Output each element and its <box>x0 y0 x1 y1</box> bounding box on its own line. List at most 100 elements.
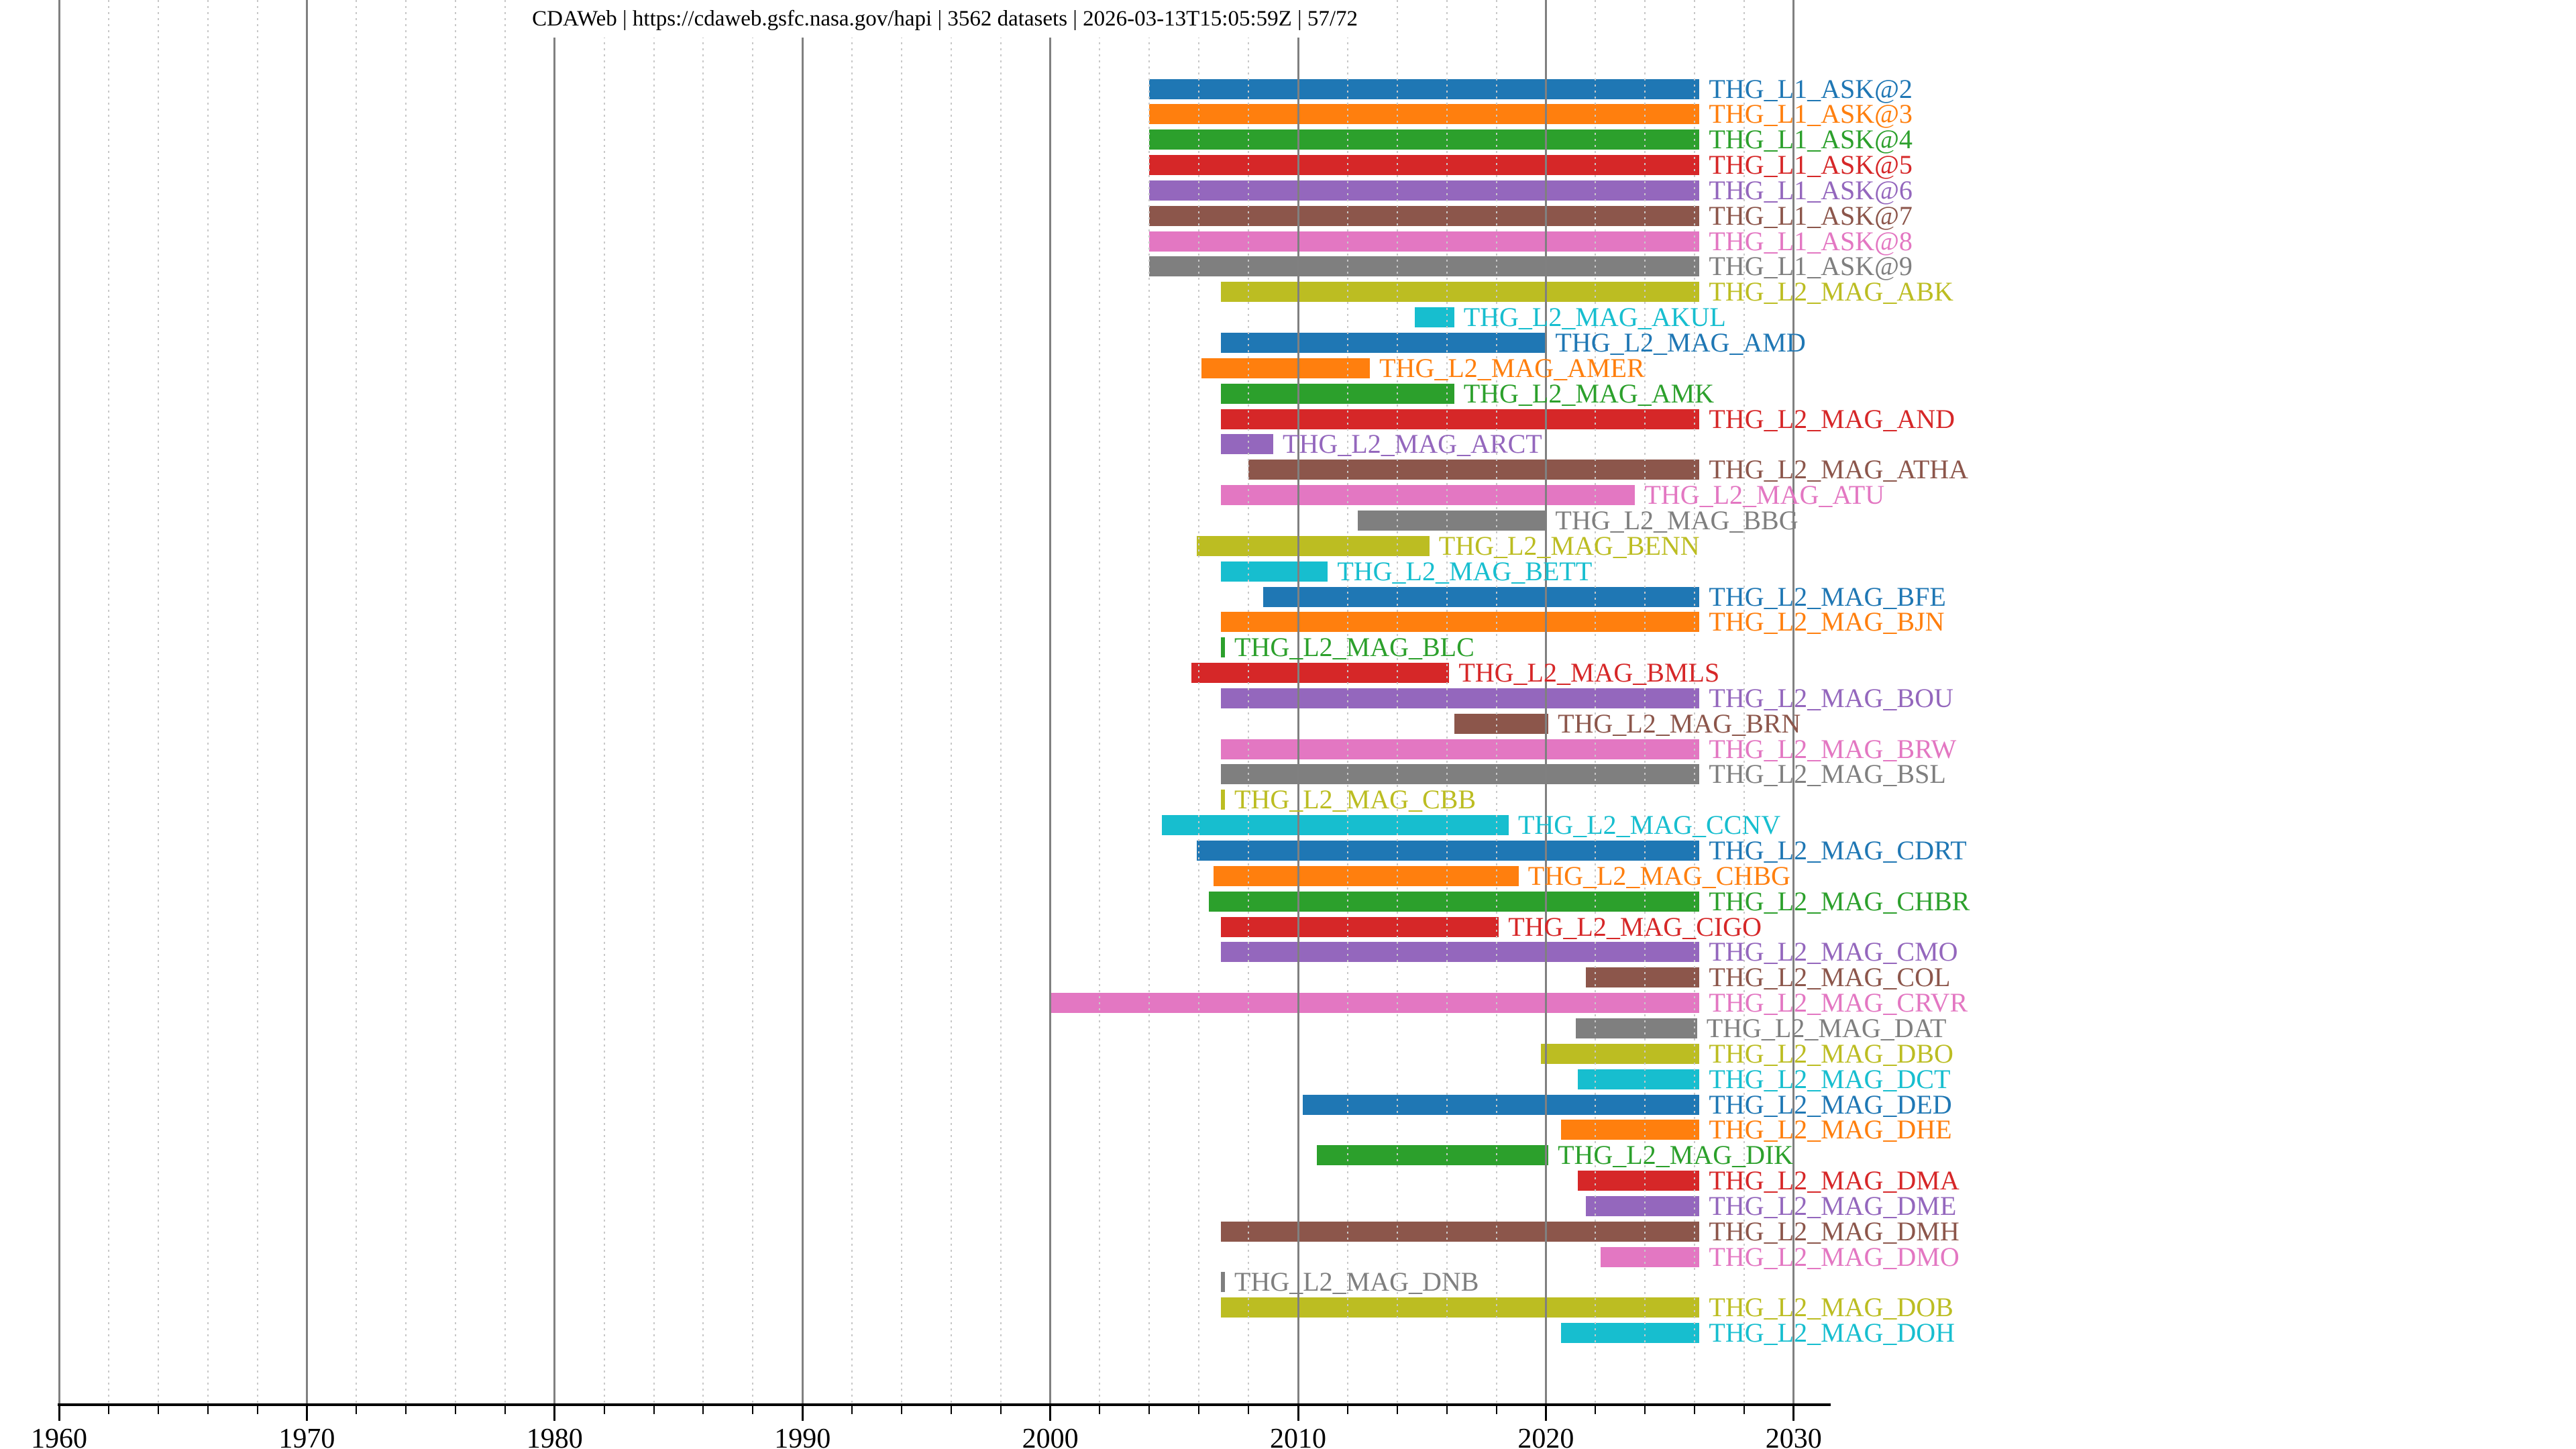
dataset-label: THG_L2_MAG_AND <box>1709 403 1955 434</box>
dataset-label: THG_L1_ASK@4 <box>1709 124 1913 155</box>
dataset-label: THG_L2_MAG_DME <box>1709 1190 1957 1221</box>
x-axis-minor-tick <box>950 1405 952 1414</box>
dataset-label: THG_L2_MAG_ABK <box>1709 276 1953 307</box>
coverage-bar <box>1585 1195 1700 1216</box>
x-axis-minor-tick <box>1495 1405 1497 1414</box>
x-axis-minor-tick <box>1099 1405 1101 1414</box>
minor-gridline <box>455 0 457 1403</box>
x-axis-minor-tick <box>1248 1405 1250 1414</box>
x-axis-minor-tick <box>207 1405 209 1414</box>
coverage-bar <box>1221 637 1226 658</box>
x-axis-minor-tick <box>1000 1405 1002 1414</box>
minor-gridline <box>1694 0 1696 1403</box>
minor-gridline <box>1446 0 1448 1403</box>
chart-title-box: CDAWeb | https://cdaweb.gsfc.nasa.gov/ha… <box>515 0 1376 38</box>
dataset-label: THG_L2_MAG_COL <box>1709 962 1951 993</box>
dataset-label: THG_L2_MAG_CIGO <box>1508 911 1762 942</box>
coverage-bar <box>1221 916 1499 937</box>
dataset-label: THG_L2_MAG_BFE <box>1709 581 1946 612</box>
coverage-bar <box>1221 409 1700 429</box>
x-axis-minor-tick <box>900 1405 902 1414</box>
coverage-bar <box>1149 129 1700 150</box>
minor-gridline <box>1346 0 1348 1403</box>
coverage-bar <box>1600 1246 1700 1267</box>
dataset-label: THG_L2_MAG_BOU <box>1709 682 1953 713</box>
dataset-label: THG_L2_MAG_DAT <box>1706 1012 1947 1043</box>
x-axis-minor-tick <box>1148 1405 1150 1414</box>
x-axis-major-tick <box>305 1405 308 1421</box>
dataset-label: THG_L2_MAG_DNB <box>1234 1267 1479 1297</box>
coverage-bar <box>1196 535 1430 556</box>
dataset-label: THG_L2_MAG_AMER <box>1379 352 1645 383</box>
dataset-label: THG_L2_MAG_CMO <box>1709 936 1958 967</box>
dataset-label: THG_L2_MAG_DMH <box>1709 1216 1960 1246</box>
dataset-label: THG_L1_ASK@7 <box>1709 200 1913 231</box>
minor-gridline <box>950 0 952 1403</box>
dataset-label: THG_L2_MAG_ATHA <box>1709 454 1969 485</box>
coverage-bar <box>1221 1221 1700 1242</box>
coverage-bar <box>1221 1297 1700 1318</box>
x-axis-minor-tick <box>356 1405 358 1414</box>
dataset-label: THG_L2_MAG_CBB <box>1234 784 1477 815</box>
coverage-bar <box>1221 612 1700 633</box>
minor-gridline <box>603 0 605 1403</box>
minor-gridline <box>702 0 704 1403</box>
coverage-bar <box>1221 739 1700 759</box>
x-axis-minor-tick <box>405 1405 407 1414</box>
dataset-label: THG_L2_MAG_DOH <box>1709 1318 1955 1348</box>
x-axis-tick-label: 2010 <box>1270 1424 1326 1449</box>
dataset-label: THG_L2_MAG_CDRT <box>1709 835 1967 865</box>
x-axis-minor-tick <box>1743 1405 1745 1414</box>
coverage-bar <box>1149 78 1700 99</box>
coverage-bar <box>1263 586 1700 607</box>
major-gridline <box>1049 0 1052 1403</box>
dataset-label: THG_L2_MAG_BJN <box>1709 606 1945 637</box>
coverage-bar <box>1201 358 1371 378</box>
x-axis-tick-label: 1970 <box>278 1424 335 1449</box>
coverage-bar <box>1221 688 1700 708</box>
dataset-label: THG_L2_MAG_BBG <box>1555 504 1799 535</box>
coverage-bar <box>1050 993 1700 1014</box>
dataset-label: THG_L2_MAG_DMA <box>1709 1165 1960 1196</box>
x-axis-minor-tick <box>1644 1405 1646 1414</box>
coverage-bar <box>1149 180 1700 201</box>
coverage-bar <box>1149 104 1700 125</box>
minor-gridline <box>157 0 159 1403</box>
x-axis-major-tick <box>801 1405 804 1421</box>
dataset-label: THG_L2_MAG_BLC <box>1234 632 1474 663</box>
x-axis-tick-label: 1980 <box>526 1424 583 1449</box>
dataset-label: THG_L2_MAG_BSL <box>1709 759 1946 790</box>
x-axis-major-tick <box>1544 1405 1547 1421</box>
coverage-bar <box>1149 155 1700 176</box>
x-axis-minor-tick <box>851 1405 853 1414</box>
dataset-label: THG_L2_MAG_CCNV <box>1517 810 1781 841</box>
x-axis-minor-tick <box>1446 1405 1448 1414</box>
x-axis-minor-tick <box>504 1405 506 1414</box>
minor-gridline <box>1099 0 1101 1403</box>
dataset-label: THG_L2_MAG_AKUL <box>1463 302 1726 333</box>
minor-gridline <box>653 0 655 1403</box>
x-axis-minor-tick <box>1396 1405 1398 1414</box>
dataset-label: THG_L2_MAG_ATU <box>1644 480 1885 511</box>
dataset-label: THG_L2_MAG_AMK <box>1463 378 1715 409</box>
x-axis-minor-tick <box>702 1405 704 1414</box>
dataset-label: THG_L2_MAG_BENN <box>1438 530 1700 561</box>
x-axis-minor-tick <box>1198 1405 1200 1414</box>
coverage-bar <box>1578 1069 1700 1089</box>
minor-gridline <box>207 0 209 1403</box>
minor-gridline <box>1495 0 1497 1403</box>
coverage-bar <box>1316 1145 1549 1166</box>
coverage-bar <box>1248 460 1700 480</box>
x-axis-tick-label: 1990 <box>774 1424 831 1449</box>
x-axis-minor-tick <box>752 1405 754 1414</box>
minor-gridline <box>1595 0 1597 1403</box>
x-axis-tick-label: 2000 <box>1022 1424 1079 1449</box>
minor-gridline <box>504 0 506 1403</box>
dataset-label: THG_L2_MAG_AMD <box>1555 327 1806 358</box>
dataset-label: THG_L2_MAG_DMO <box>1709 1241 1960 1272</box>
x-axis-minor-tick <box>653 1405 655 1414</box>
coverage-bar <box>1196 841 1700 861</box>
